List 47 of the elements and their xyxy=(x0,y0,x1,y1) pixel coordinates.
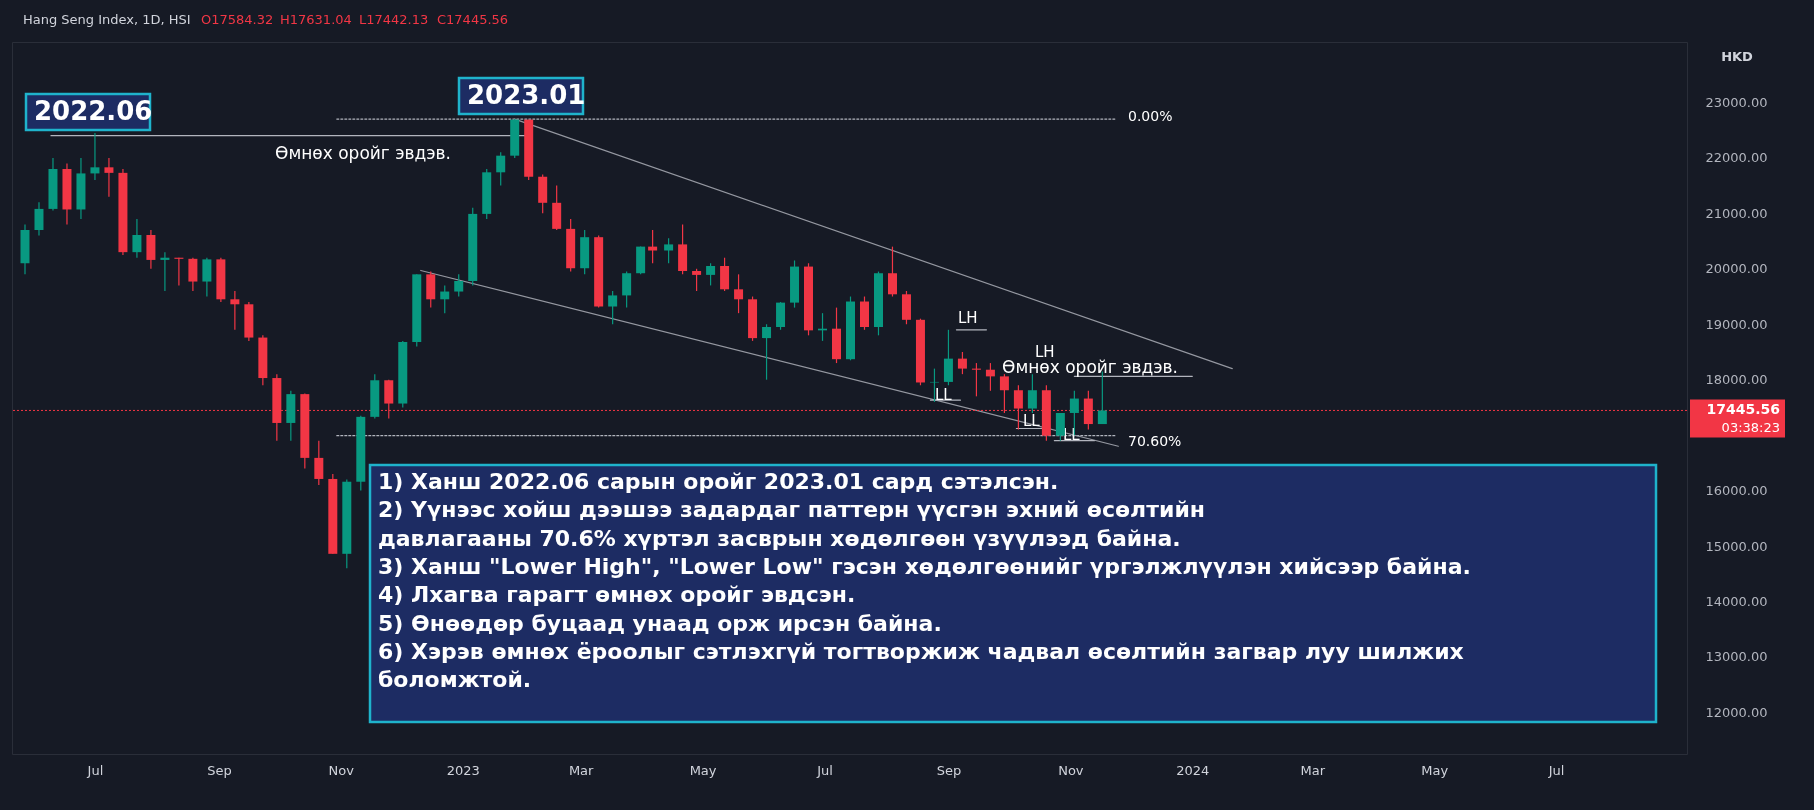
annotation: боломжтой. xyxy=(378,667,532,693)
x-tick-label: Jul xyxy=(86,762,104,778)
x-tick-label: Nov xyxy=(1058,762,1084,778)
y-tick-label: 15000.00 xyxy=(1705,538,1768,554)
x-tick-label: 2023 xyxy=(446,762,480,778)
text: H17631.04 xyxy=(280,12,352,27)
x-tick-label: Nov xyxy=(328,762,355,778)
x-tick-label: Jul xyxy=(816,762,833,778)
annotation: 3) Ханш "Lower High", "Lower Low" гэсэн хөдөлгөөнийг үргэлжлүүлэн хийсээр байна. xyxy=(378,553,1471,579)
x-tick-label: Mar xyxy=(1300,762,1326,778)
y-tick-label: 12000.00 xyxy=(1705,704,1768,720)
ref-line-label: 17445.56 xyxy=(1706,401,1780,418)
annotation: 70.60% xyxy=(1128,433,1182,449)
y-tick-label: 22000.00 xyxy=(1705,150,1768,166)
x-tick-label: Sep xyxy=(936,762,962,778)
annotation: 5) Өнөөдөр буцаад унаад орж ирсэн байна. xyxy=(378,610,942,636)
annotation: 4) Лхагва гарагт өмнөх оройг эвдсэн. xyxy=(378,582,856,608)
annotation: 1) Ханш 2022.06 сарын оройг 2023.01 сард сэтэлсэн. xyxy=(378,469,1059,494)
annotation: 2) Үүнээс хойш дээшээ задардаг паттерн үүсгэн эхний өсөлтийн xyxy=(378,497,1206,523)
text: 03:38:23 xyxy=(1721,420,1780,436)
y-tick-label: 23000.00 xyxy=(1705,94,1768,110)
x-tick-label: 2024 xyxy=(1176,762,1210,778)
y-tick-label: 13000.00 xyxy=(1705,649,1768,665)
y-tick-label: 18000.00 xyxy=(1705,372,1768,388)
text: L17442.13 xyxy=(359,12,429,27)
annotation: 0.00% xyxy=(1128,108,1173,124)
annotation: 6) Хэрэв өмнөх ёроолыг сэтлэхгүй тогтворжиж чадвал өсөлтийн загвар луу шилжих xyxy=(378,638,1464,664)
annotation: Өмнөх оройг эвдэв. xyxy=(275,143,452,163)
x-tick-label: May xyxy=(689,762,717,778)
y-tick-label: 20000.00 xyxy=(1705,261,1768,277)
y-tick-label: 21000.00 xyxy=(1705,205,1768,221)
annotation: LH xyxy=(958,309,978,327)
y-tick-label: 19000.00 xyxy=(1705,316,1768,332)
x-tick-label: Mar xyxy=(568,762,595,778)
annotation: LL xyxy=(1023,412,1041,430)
chart-title: Hang Seng Index, 1D, HSI xyxy=(23,12,191,27)
x-tick-label: Sep xyxy=(207,762,232,778)
y-tick-label: 16000.00 xyxy=(1705,483,1768,499)
text: C17445.56 xyxy=(437,12,509,27)
annotation: давлагааны 70.6% хүртэл засврын хөдөлгөөн үзүүлээд байна. xyxy=(378,525,1181,551)
x-tick-label: Jul xyxy=(1547,762,1565,778)
text: HKD xyxy=(1721,49,1754,64)
annotation: LL xyxy=(935,386,953,404)
x-tick-label: May xyxy=(1421,762,1449,778)
text: O17584.32 xyxy=(201,12,274,27)
annotation: LL xyxy=(1063,426,1081,444)
y-tick-label: 14000.00 xyxy=(1705,594,1768,610)
